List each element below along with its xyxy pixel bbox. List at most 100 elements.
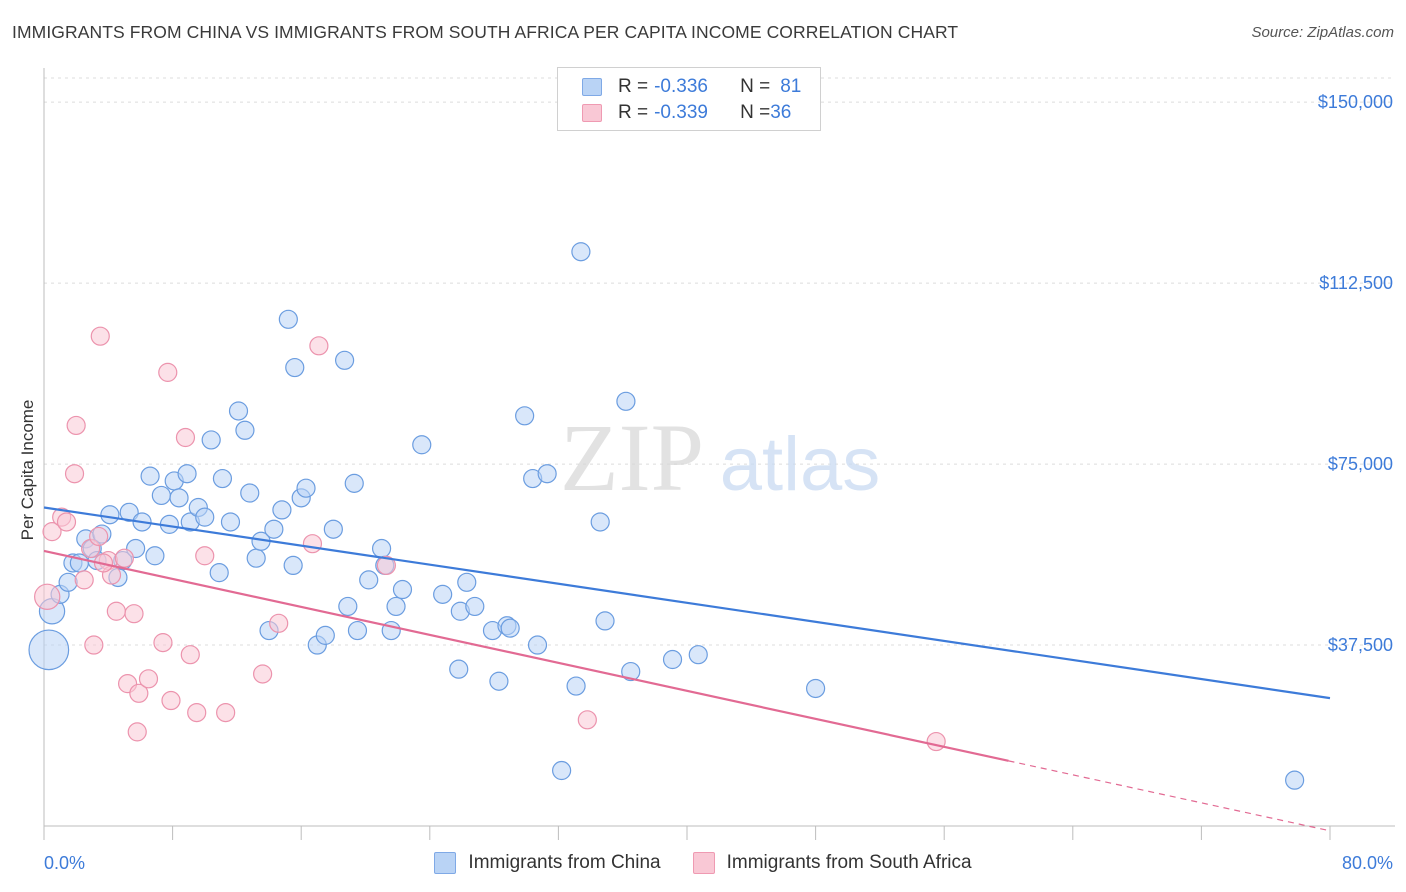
watermark: ZIP atlas [560,404,880,511]
china-point-49 [347,620,368,641]
r-value-south-africa: -0.339 [654,102,708,123]
stats-swatch-south-africa [582,104,602,122]
china-point-76 [621,661,641,682]
watermark-atlas: atlas [720,422,881,507]
china-point-32 [240,483,260,503]
legend-item-south-africa[interactable]: Immigrants from South Africa [692,852,972,874]
south-africa-point-24 [180,645,200,665]
r-label: R = [618,102,649,123]
china-point-80 [1285,770,1305,790]
south-africa-point-25 [187,702,207,723]
south-africa-point-30 [302,534,323,554]
stats-row-china: R = -0.336 N = 81 [582,74,801,100]
china-point-42 [296,478,316,498]
n-value-china: 81 [780,76,802,97]
legend-label-china: Immigrants from China [468,852,661,873]
south-africa-point-14 [114,548,134,568]
china-point-66 [515,406,535,426]
china-point-58 [449,659,469,679]
south-africa-point-29 [269,613,289,633]
legend-swatch-south-africa [692,852,715,874]
china-point-29 [220,512,241,532]
china-point-36 [264,519,284,539]
china-point-46 [335,350,355,370]
legend-item-china[interactable]: Immigrants from China [434,852,661,874]
south-africa-point-8 [84,635,104,655]
legend: Immigrants from China Immigrants from So… [0,852,1406,874]
china-point-16 [140,466,160,486]
china-point-54 [386,596,406,617]
china-point-40 [285,357,305,378]
x-tick-label-1: 80.0% [1342,853,1393,873]
axes [43,68,1395,840]
china-point-48 [344,473,364,493]
chart-title: IMMIGRANTS FROM CHINA VS IMMIGRANTS FROM… [12,22,959,42]
china-point-3 [58,572,78,592]
south-africa-point-28 [253,664,273,684]
china-point-68 [527,635,548,655]
r-value-china: -0.336 [654,76,708,97]
source-credit: Source: ZipAtlas.com [1251,24,1394,41]
south-africa-point-17 [127,722,147,742]
china-point-57 [433,584,453,604]
china-point-63 [489,671,509,691]
south-africa-point-5 [64,464,85,484]
china-point-22 [177,464,197,484]
china-point-21 [169,488,189,508]
south-africa-point-19 [138,669,159,689]
china-point-71 [566,676,586,696]
china-point-44 [315,625,335,645]
south-africa-point-3 [56,512,77,532]
legend-label-south-africa: Immigrants from South Africa [726,852,972,873]
china-point-72 [571,242,591,262]
china-point-75 [616,391,636,411]
stats-swatch-china [582,78,602,96]
china-point-56 [412,435,432,455]
south-africa-point-0 [34,583,61,610]
china-point-33 [246,548,266,568]
trend-line-china [43,506,1331,700]
china-point-47 [338,596,358,617]
y-tick-label-3: $150,000 [1318,92,1393,112]
watermark-zip: ZIP [560,404,704,511]
south-africa-point-33 [577,710,597,730]
south-africa-point-13 [106,601,126,621]
china-point-78 [688,645,708,665]
china-point-0 [28,629,70,671]
china-point-17 [145,546,165,566]
legend-swatch-china [434,852,457,874]
south-africa-point-10 [90,326,110,346]
stats-box: R = -0.336 N = 81 R = -0.339 N = 36 [557,67,821,131]
trend-line-south-africa [43,549,1009,762]
china-point-37 [272,500,292,520]
south-africa-point-21 [158,362,178,382]
x-tick-label-0: 0.0% [44,853,85,873]
y-tick-label-2: $112,500 [1319,273,1393,293]
china-point-10 [100,505,120,525]
china-point-55 [392,579,413,600]
south-africa-point-1 [42,522,62,542]
trend-line-south-africa-extrapolated [1008,760,1331,832]
china-point-45 [323,519,343,539]
stats-row-south-africa: R = -0.339 N = 36 [582,100,791,126]
china-point-26 [201,430,221,450]
china-point-73 [590,512,610,532]
south-africa-point-27 [216,702,236,723]
china-point-51 [371,538,392,559]
y-tick-label-1: $75,000 [1328,454,1393,474]
south-africa-point-22 [161,690,181,711]
n-label: N = [740,76,771,97]
china-point-39 [283,555,303,576]
south-africa-point-31 [309,336,329,356]
south-africa-point-9 [89,526,109,547]
tick-labels: $37,500 $75,000 $112,500 $150,000 0.0% 80.0% [44,92,1393,873]
r-label: R = [618,76,649,97]
china-point-69 [537,464,557,484]
china-point-65 [500,618,520,638]
china-point-61 [465,596,485,617]
south-africa-point-18 [129,683,149,703]
china-point-77 [662,649,683,670]
china-point-79 [805,678,826,699]
trend-lines [43,506,1331,832]
